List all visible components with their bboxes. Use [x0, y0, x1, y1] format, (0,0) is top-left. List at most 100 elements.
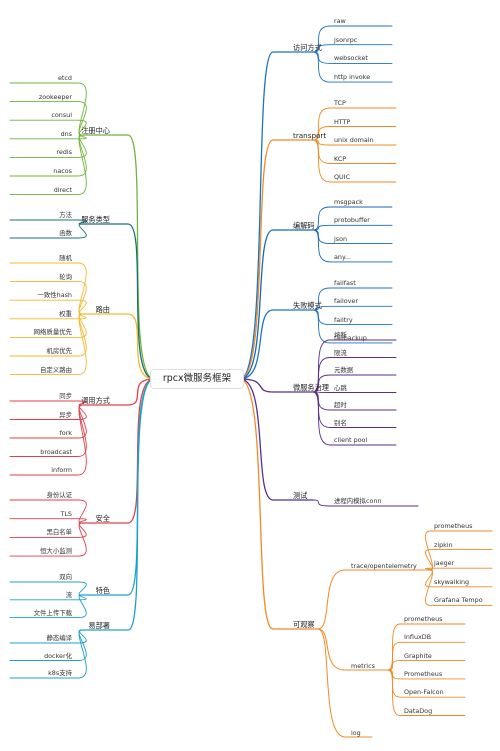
leaf-label[interactable]: failover [334, 297, 358, 306]
leaf-connector [312, 287, 393, 311]
branch-label[interactable]: 调用方式 [81, 396, 110, 405]
branch-label[interactable]: 微服务治理 [293, 383, 329, 392]
root-topic[interactable]: rpcx微服务框架 [150, 369, 244, 389]
leaf-label[interactable]: 静态编译 [46, 634, 72, 642]
branch-label[interactable]: 服务类型 [81, 215, 110, 224]
leaf-label[interactable]: k8s支持 [48, 669, 72, 677]
leaf-label[interactable]: nacos [53, 167, 72, 175]
leaf-label[interactable]: jaeger [434, 559, 455, 568]
leaf-label[interactable]: prometheus [404, 615, 443, 623]
leaf-label[interactable]: prometheus [434, 522, 473, 530]
branch-label[interactable]: 编解码 [293, 221, 315, 230]
leaf-label[interactable]: skywalking [434, 577, 470, 586]
leaf-label[interactable]: zookeeper [38, 92, 72, 101]
leaf-label[interactable]: 同步 [59, 392, 72, 400]
leaf-label[interactable]: zipkin [434, 540, 453, 549]
branch-connector [81, 378, 155, 631]
leaf-label[interactable]: json [334, 234, 348, 243]
leaf-label[interactable]: failbackup [334, 333, 367, 342]
leaf-label[interactable]: inform [51, 466, 72, 474]
leaf-label[interactable]: TLS [60, 509, 72, 518]
leaf-label[interactable]: redis [56, 148, 72, 157]
leaf-label[interactable]: jsonrpc [334, 35, 358, 44]
branch-label[interactable]: 测试 [293, 491, 308, 500]
branch-connector [81, 313, 155, 380]
leaf-label[interactable]: 元数据 [334, 366, 354, 374]
leaf-label[interactable]: 流 [65, 590, 72, 599]
leaf-label[interactable]: 超时 [334, 401, 347, 409]
leaf-label[interactable]: unix domain [334, 136, 374, 144]
branch-label[interactable]: transport [293, 131, 327, 140]
leaf-label[interactable]: failtry [334, 315, 353, 324]
leaf-label[interactable]: Prometheus [404, 669, 443, 678]
sub-label[interactable]: log [351, 729, 361, 737]
branch-label[interactable]: 路由 [95, 305, 110, 314]
leaf-label[interactable]: 轮询 [59, 272, 72, 281]
leaf-label[interactable]: broadcast [40, 447, 72, 456]
leaf-label[interactable]: 异步 [59, 410, 72, 419]
leaf-label[interactable]: DataDog [404, 706, 433, 715]
leaf-label[interactable]: QUIC [334, 173, 351, 181]
leaf-label[interactable]: 方法 [59, 211, 72, 219]
leaf-label[interactable]: consul [51, 111, 72, 120]
sub-label[interactable]: metrics [351, 662, 375, 670]
leaf-label[interactable]: 别名 [334, 418, 347, 427]
branch-label[interactable]: 可观察 [293, 620, 315, 629]
leaf-label[interactable]: direct [53, 185, 72, 194]
leaf-label[interactable]: client pool [334, 436, 368, 444]
leaf-label[interactable]: 熔断 [334, 331, 347, 339]
branch-label[interactable]: 失败模式 [293, 301, 322, 310]
leaf-label[interactable]: InfluxDB [404, 633, 432, 642]
leaf-label[interactable]: 心跳 [334, 383, 347, 392]
leaf-label[interactable]: 机房优先 [46, 347, 72, 355]
branch-label[interactable]: 注册中心 [81, 126, 110, 135]
leaf-label[interactable]: fork [59, 429, 73, 437]
leaf-label[interactable]: 进程内模拟conn [334, 497, 382, 505]
branch-label[interactable]: 安全 [95, 514, 110, 523]
leaf-connector [9, 119, 87, 136]
leaf-label[interactable]: Graphite [404, 651, 432, 660]
branch-label[interactable]: 易部署 [88, 621, 110, 630]
leaf-label[interactable]: 随机 [59, 254, 72, 262]
branch-connector [239, 139, 314, 380]
leaf-label[interactable]: TCP [334, 99, 346, 107]
leaf-label[interactable]: Grafana Tempo [434, 596, 483, 605]
leaf-label[interactable]: KCP [334, 154, 347, 163]
leaf-label[interactable]: dns [60, 129, 72, 138]
leaf-label[interactable]: 双向 [59, 573, 72, 581]
branch-connector [239, 309, 314, 380]
leaf-connector [9, 313, 87, 376]
branch-connector [239, 378, 314, 393]
leaf-label[interactable]: raw [334, 17, 346, 25]
leaf-label[interactable]: Open-Falcon [404, 688, 444, 697]
leaf-connector [387, 660, 466, 671]
leaf-label[interactable]: 身份认证 [46, 491, 72, 499]
leaf-label[interactable]: websocket [334, 54, 368, 63]
leaf-label[interactable]: failfast [334, 279, 356, 287]
leaf-label[interactable]: http invoke [334, 73, 371, 82]
leaf-connector [387, 669, 466, 716]
leaf-label[interactable]: 网络质量优先 [33, 328, 72, 337]
leaf-label[interactable]: 文件上传下载 [33, 608, 72, 617]
leaf-label[interactable]: 黑白名单 [46, 528, 72, 537]
leaf-label[interactable]: HTTP [334, 117, 351, 126]
leaf-label[interactable]: protobuffer [334, 216, 370, 225]
branch-label[interactable]: 特色 [95, 586, 110, 595]
leaf-label[interactable]: etcd [57, 74, 72, 82]
leaf-label[interactable]: any... [334, 252, 351, 261]
leaf-label[interactable]: 自定义路由 [40, 365, 72, 374]
leaf-label[interactable]: 权重 [59, 309, 72, 318]
leaf-connector [312, 139, 397, 183]
leaf-connector [312, 374, 397, 393]
sub-label[interactable]: trace/opentelemetry [351, 562, 417, 570]
leaf-label[interactable]: 一致性hash [37, 291, 72, 300]
leaf-label[interactable]: docker化 [44, 651, 72, 660]
leaf-connector [9, 101, 87, 136]
branch-label[interactable]: 访问方式 [293, 43, 322, 52]
leaf-label[interactable]: 函数 [59, 229, 72, 237]
leaf-connector [425, 567, 493, 571]
leaf-connector [312, 229, 393, 245]
leaf-label[interactable]: msgpack [334, 198, 363, 206]
leaf-label[interactable]: 恒大小监测 [40, 547, 72, 556]
leaf-label[interactable]: 限流 [334, 348, 347, 357]
